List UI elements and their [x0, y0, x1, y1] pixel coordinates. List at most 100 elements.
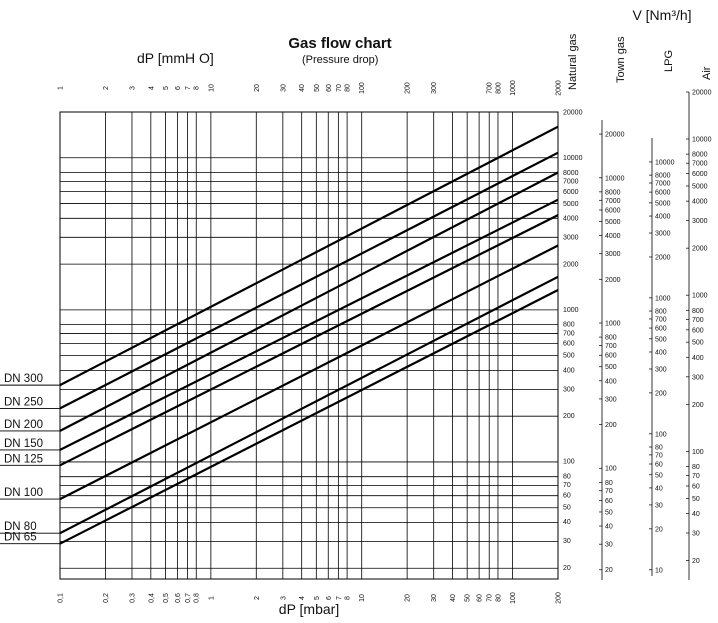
scale-tick-label: 5000	[655, 200, 671, 207]
series-label: DN 150	[4, 438, 43, 450]
series-line	[59, 244, 559, 501]
scale-tick-label: 40	[692, 511, 700, 518]
scale-tick-label: 200	[605, 422, 617, 429]
bottom-tick-label: 100	[510, 592, 517, 604]
series-line	[59, 214, 559, 467]
bottom-tick-label: 70	[487, 594, 494, 602]
scale-tick-label: 3000	[692, 218, 708, 225]
top-tick-label: 4	[148, 86, 155, 90]
scale-tick-label: 20000	[692, 90, 712, 97]
vertical-grid	[59, 112, 559, 579]
bottom-tick-label: 6	[326, 596, 333, 600]
top-tick-label: 60	[326, 84, 333, 92]
top-tick-label: 30	[280, 84, 287, 92]
scale-tick-label: 60	[655, 461, 663, 468]
scale-tick-label: 400	[655, 349, 667, 356]
bottom-tick-label: 20	[405, 594, 412, 602]
scale-tick-label: 200	[692, 402, 704, 409]
scale-tick-label: 300	[605, 396, 617, 403]
scale-tick-label: 700	[605, 343, 617, 350]
bottom-tick-label: 60	[477, 594, 484, 602]
scale-tick-label: 50	[655, 472, 663, 479]
scale-tick-label: 200	[563, 413, 575, 420]
series-label: DN 200	[4, 419, 43, 431]
scale-tick-label: 7000	[655, 180, 671, 187]
scale-tick-label: 1000	[563, 307, 579, 314]
bottom-tick-label: 0,4	[148, 593, 155, 603]
scale-tick-label: 500	[563, 353, 575, 360]
bottom-tick-label: 10	[359, 594, 366, 602]
scale-tick-label: 1000	[692, 293, 708, 300]
scale-title: LPG	[663, 50, 675, 72]
series-line	[59, 198, 559, 451]
top-tick-label: 80	[345, 84, 352, 92]
series-labels: DN 300 DN 250 DN 200 DN 150 DN 125 DN 100 DN 8…	[0, 373, 60, 545]
chart-title: Gas flow chart	[288, 35, 391, 52]
bottom-axis-label: dP [mbar]	[279, 601, 339, 617]
scale-tick-label: 30	[692, 530, 700, 537]
top-tick-label: 5	[163, 86, 170, 90]
top-tick-label: 1000	[510, 80, 517, 96]
scale-tick-label: 20	[563, 565, 571, 572]
scale-tick-label: 300	[563, 386, 575, 393]
top-axis-label: dP [mmH O]	[137, 50, 214, 66]
scale-tick-label: 80	[563, 473, 571, 480]
bottom-tick-label: 200	[556, 592, 563, 604]
top-tick-label: 70	[336, 84, 343, 92]
scale-tick-label: 7000	[563, 179, 579, 186]
scale-tick-label: 600	[605, 353, 617, 360]
scale-tick-label: 3000	[563, 235, 579, 242]
scale-tick-label: 6000	[605, 208, 621, 215]
scale-tick-label: 20	[655, 526, 663, 533]
top-tick-labels: 1 2 3 4 5 6 7 8 10 20 30 40 50 60 70 80 100 200 300 700 800 1…	[58, 80, 563, 96]
scale-tick-label: 40	[605, 524, 613, 531]
bottom-tick-label: 4	[299, 596, 306, 600]
bottom-tick-label: 0,2	[103, 593, 110, 603]
scale-tick-label: 800	[605, 335, 617, 342]
bottom-tick-label: 80	[495, 594, 502, 602]
scale-tick-label: 4000	[655, 214, 671, 221]
bottom-tick-label: 2	[254, 596, 261, 600]
top-tick-label: 300	[431, 82, 438, 94]
scale-tick-label: 700	[563, 330, 575, 337]
scale-tick-label: 4000	[563, 216, 579, 223]
top-tick-label: 10	[208, 84, 215, 92]
scale-tick-label: 400	[563, 367, 575, 374]
scale-tick-label: 2000	[563, 261, 579, 268]
scale-tick-label: 60	[563, 492, 571, 499]
scale-tick-label: 10000	[692, 137, 712, 144]
scale-tick-label: 800	[692, 308, 704, 315]
scale-tick-label: 7000	[692, 161, 708, 168]
scale-tick-label: 10	[655, 567, 663, 574]
scale-tick-label: 8000	[605, 189, 621, 196]
scale-tick-label: 40	[563, 519, 571, 526]
top-tick-label: 20	[254, 84, 261, 92]
scale-tick-label: 6000	[692, 171, 708, 178]
top-tick-label: 8	[194, 86, 201, 90]
top-tick-label: 100	[359, 82, 366, 94]
scale-tick-label: 2000	[605, 277, 621, 284]
scale-tick-label: 60	[605, 498, 613, 505]
scale-tick-label: 5000	[692, 184, 708, 191]
series-line	[59, 151, 559, 410]
series-line	[59, 289, 559, 545]
top-tick-label: 700	[487, 82, 494, 94]
scale-tick-label: 3000	[655, 231, 671, 238]
scale-tick-label: 8000	[655, 173, 671, 180]
plot-frame	[59, 111, 559, 580]
scale-tick-label: 600	[655, 326, 667, 333]
scale-tick-label: 300	[655, 366, 667, 373]
top-tick-label: 6	[175, 86, 182, 90]
scale-title: Air	[701, 66, 713, 80]
scale-tick-label: 30	[605, 542, 613, 549]
bottom-tick-labels: 0,1 0,2 0,3 0,4 0,5 0,6 0,7 0,8 1 2 3 4 5 6 7 8 10 20 30 40…	[58, 592, 563, 604]
top-tick-label: 7	[185, 86, 192, 90]
scale-tick-label: 10000	[605, 175, 625, 182]
bottom-tick-label: 7	[336, 596, 343, 600]
scale-tick-label: 5000	[605, 219, 621, 226]
top-tick-label: 200	[405, 82, 412, 94]
bottom-tick-label: 0,3	[129, 593, 136, 603]
bottom-tick-label: 0,7	[185, 593, 192, 603]
scale-tick-label: 4000	[692, 199, 708, 206]
